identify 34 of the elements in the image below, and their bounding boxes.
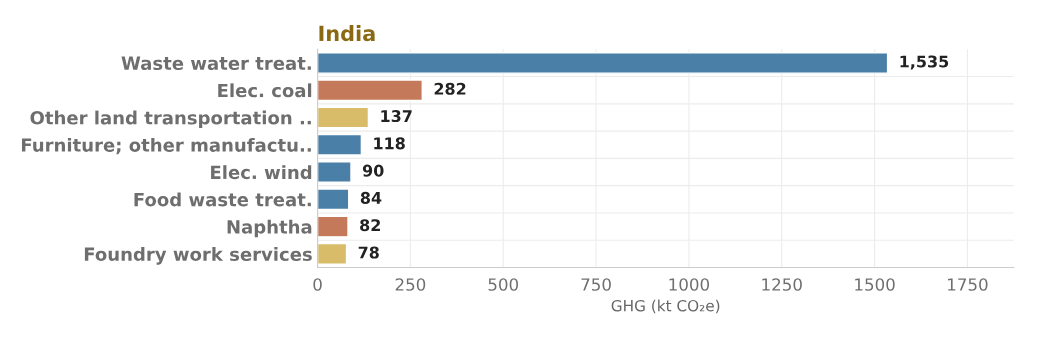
y-tick-label: Foundry work services — [84, 247, 312, 265]
chart-title: India — [319, 25, 375, 42]
data-label: 78 — [358, 246, 379, 259]
data-label: 1,535 — [900, 55, 949, 70]
x-tick-label: 1250 — [762, 278, 802, 291]
data-label: 84 — [360, 191, 382, 204]
bar — [317, 242, 348, 265]
y-tick-label: Other land transportation .. — [30, 110, 311, 129]
data-label: 82 — [360, 219, 380, 232]
x-tick-label: 1750 — [948, 278, 988, 291]
x-axis-title: GHG (kt CO₂e) — [611, 299, 720, 314]
y-tick-label: Elec. coal — [218, 83, 312, 98]
bar — [317, 188, 350, 211]
y-tick-label: Furniture; other manufactu.. — [22, 137, 311, 155]
y-tick-label: Naphtha — [227, 219, 312, 238]
y-tick-label: Food waste treat. — [134, 192, 311, 207]
data-label: 118 — [374, 137, 405, 150]
bar — [317, 215, 349, 238]
x-tick-label: 500 — [488, 278, 519, 291]
bar — [317, 161, 352, 183]
y-tick-label: Elec. wind — [211, 165, 312, 180]
x-tick-label: 1500 — [855, 278, 895, 291]
bar — [317, 79, 423, 102]
data-label: 137 — [381, 110, 412, 123]
x-tick-label: 250 — [395, 278, 426, 291]
bar — [317, 106, 370, 129]
data-label: 282 — [434, 82, 466, 95]
x-tick-label: 750 — [581, 278, 611, 291]
y-tick-label: Waste water treat. — [121, 56, 311, 71]
x-tick-label: 0 — [313, 278, 322, 291]
bar — [317, 51, 889, 74]
data-label: 90 — [362, 164, 384, 177]
bar — [317, 133, 363, 156]
x-tick-label: 1000 — [669, 278, 710, 291]
